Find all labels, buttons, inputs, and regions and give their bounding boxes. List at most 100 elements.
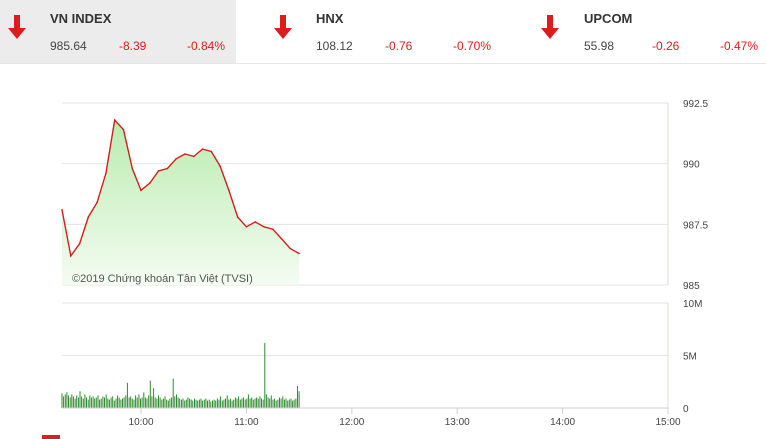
- volume-bar: [105, 394, 107, 408]
- volume-bar: [112, 396, 114, 408]
- price-point: [210, 150, 213, 153]
- volume-bar: [247, 394, 249, 408]
- index-percent: -0.84%: [187, 39, 226, 53]
- volume-bar: [262, 399, 264, 408]
- price-point: [113, 119, 116, 121]
- volume-bar: [156, 398, 158, 408]
- index-name: UPCOM: [584, 11, 633, 26]
- volume-bar: [221, 400, 223, 408]
- volume-bar: [107, 398, 109, 408]
- price-point: [254, 221, 256, 223]
- volume-bar: [166, 399, 168, 408]
- volume-bar: [133, 399, 135, 408]
- volume-bar: [200, 398, 202, 408]
- volume-bar: [231, 400, 233, 408]
- price-point: [96, 201, 98, 204]
- volume-bar: [148, 395, 150, 408]
- price-point: [105, 172, 107, 175]
- price-point: [236, 216, 239, 218]
- price-tick-label: 990: [683, 160, 700, 171]
- price-tick-label: 985: [683, 281, 700, 292]
- volume-bar: [135, 395, 137, 408]
- volume-bar: [225, 398, 226, 408]
- volume-bar: [179, 398, 181, 408]
- tab-vn-index[interactable]: VN INDEX 985.64 -8.39 -0.84%: [0, 0, 236, 63]
- index-value: 985.64: [50, 39, 87, 53]
- volume-bar: [208, 399, 210, 408]
- price-point: [272, 228, 274, 230]
- volume-bar: [256, 397, 258, 408]
- volume-bar: [202, 400, 204, 408]
- volume-bar: [277, 399, 279, 408]
- volume-bar: [122, 398, 123, 408]
- volume-bar: [290, 398, 292, 408]
- down-arrow-icon: [274, 15, 292, 39]
- volume-bar: [229, 398, 231, 408]
- volume-bar: [226, 395, 228, 408]
- volume-bar: [244, 399, 246, 408]
- volume-bar: [293, 399, 295, 408]
- volume-bar: [172, 378, 174, 408]
- volume-bar: [108, 399, 110, 408]
- price-area: [62, 120, 300, 285]
- price-point: [228, 189, 230, 192]
- volume-bar: [61, 393, 63, 408]
- volume-bar: [94, 398, 96, 408]
- volume-bar: [216, 398, 218, 408]
- volume-bar: [71, 394, 73, 408]
- volume-bar: [239, 399, 241, 408]
- volume-bar: [63, 396, 65, 408]
- volume-bar: [218, 399, 220, 408]
- volume-bar: [141, 397, 143, 408]
- price-point: [298, 252, 300, 255]
- volume-bar: [243, 397, 244, 408]
- volume-bar: [288, 399, 290, 408]
- volume-bar: [298, 391, 300, 408]
- volume-bar: [177, 397, 179, 408]
- volume-bar: [189, 398, 191, 408]
- price-point: [175, 158, 177, 160]
- price-point: [245, 226, 248, 228]
- volume-bar: [118, 397, 120, 408]
- volume-bar: [228, 399, 230, 408]
- tab-hnx[interactable]: HNX 108.12 -0.76 -0.70%: [266, 0, 516, 63]
- volume-bar: [280, 398, 282, 408]
- index-name: HNX: [316, 11, 344, 26]
- time-tick-label: 10:00: [129, 417, 154, 428]
- price-point: [280, 238, 283, 240]
- volume-bar: [154, 397, 156, 408]
- volume-bar: [176, 394, 177, 408]
- time-tick-label: 11:00: [234, 417, 259, 428]
- volume-bar: [104, 397, 105, 408]
- index-change: -0.76: [385, 39, 413, 53]
- volume-bar: [238, 396, 240, 408]
- volume-bar: [169, 398, 171, 408]
- volume-bar: [143, 392, 145, 409]
- price-point: [166, 167, 169, 170]
- index-value: 108.12: [316, 39, 353, 53]
- volume-bar: [113, 400, 115, 408]
- volume-bar: [115, 398, 117, 408]
- volume-bar: [144, 397, 146, 408]
- volume-bar: [84, 394, 86, 408]
- intraday-chart: 992.5 990 987.5 985 10M 5M 0 10:00 11:00 12:00 13:…: [61, 99, 708, 428]
- volume-bar: [140, 398, 141, 408]
- volume-bar: [182, 398, 184, 408]
- price-point: [61, 209, 63, 211]
- volume-bar: [192, 400, 194, 408]
- price-line: [61, 118, 300, 258]
- volume-bar: [241, 398, 243, 408]
- volume-bar: [95, 397, 97, 408]
- volume-bar: [82, 398, 84, 408]
- watermark: ©2019 Chứng khoán Tân Việt (TVSI): [72, 273, 253, 285]
- volume-bar: [233, 399, 235, 408]
- price-point: [122, 128, 125, 131]
- volume-bar: [79, 391, 81, 408]
- price-tick-label: 992.5: [683, 99, 708, 110]
- volume-bar: [130, 396, 132, 408]
- volume-bar: [274, 398, 276, 408]
- volume-bar: [194, 398, 195, 408]
- volume-bar: [275, 400, 277, 408]
- tab-upcom[interactable]: UPCOM 55.98 -0.26 -0.47%: [533, 0, 766, 63]
- index-percent: -0.70%: [453, 39, 492, 53]
